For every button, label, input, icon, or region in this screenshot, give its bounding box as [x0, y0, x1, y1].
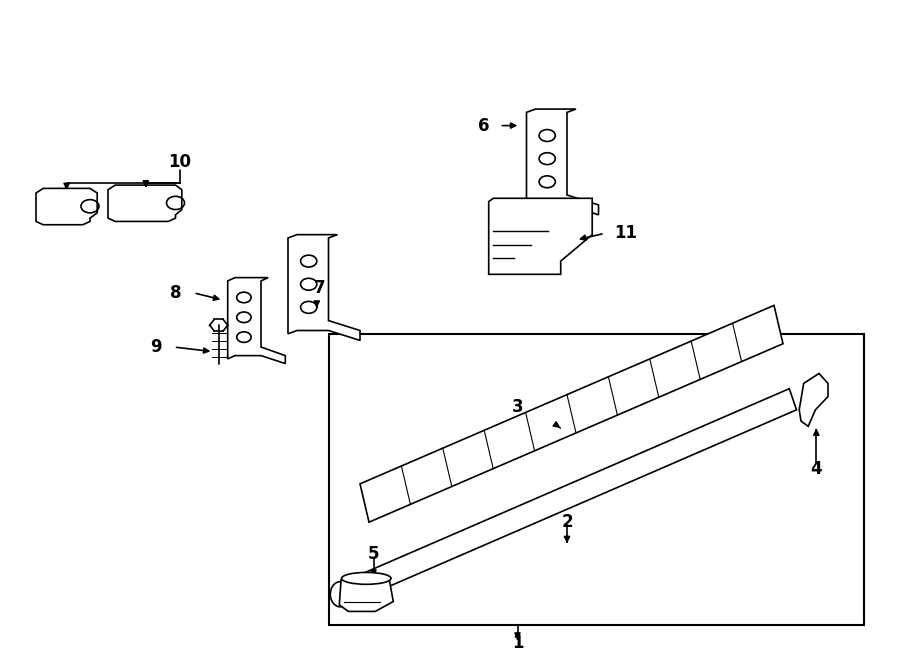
- Polygon shape: [799, 373, 828, 426]
- Text: 6: 6: [479, 116, 490, 135]
- Polygon shape: [339, 389, 796, 605]
- Text: 8: 8: [170, 284, 181, 302]
- Ellipse shape: [330, 582, 350, 607]
- Text: 9: 9: [150, 338, 161, 356]
- Text: 2: 2: [562, 513, 572, 531]
- Text: 4: 4: [811, 460, 822, 479]
- Text: 11: 11: [614, 224, 637, 243]
- Text: 3: 3: [512, 397, 523, 416]
- Text: 5: 5: [368, 545, 379, 563]
- Polygon shape: [108, 185, 182, 221]
- Polygon shape: [288, 235, 360, 340]
- Ellipse shape: [341, 572, 391, 584]
- Polygon shape: [489, 198, 592, 274]
- Polygon shape: [360, 305, 783, 522]
- Text: 7: 7: [314, 278, 325, 297]
- Polygon shape: [228, 278, 285, 364]
- Polygon shape: [339, 577, 393, 611]
- Polygon shape: [526, 109, 598, 215]
- Text: 1: 1: [512, 634, 523, 652]
- Polygon shape: [36, 188, 97, 225]
- Text: 10: 10: [168, 153, 192, 171]
- Bar: [328, 334, 864, 625]
